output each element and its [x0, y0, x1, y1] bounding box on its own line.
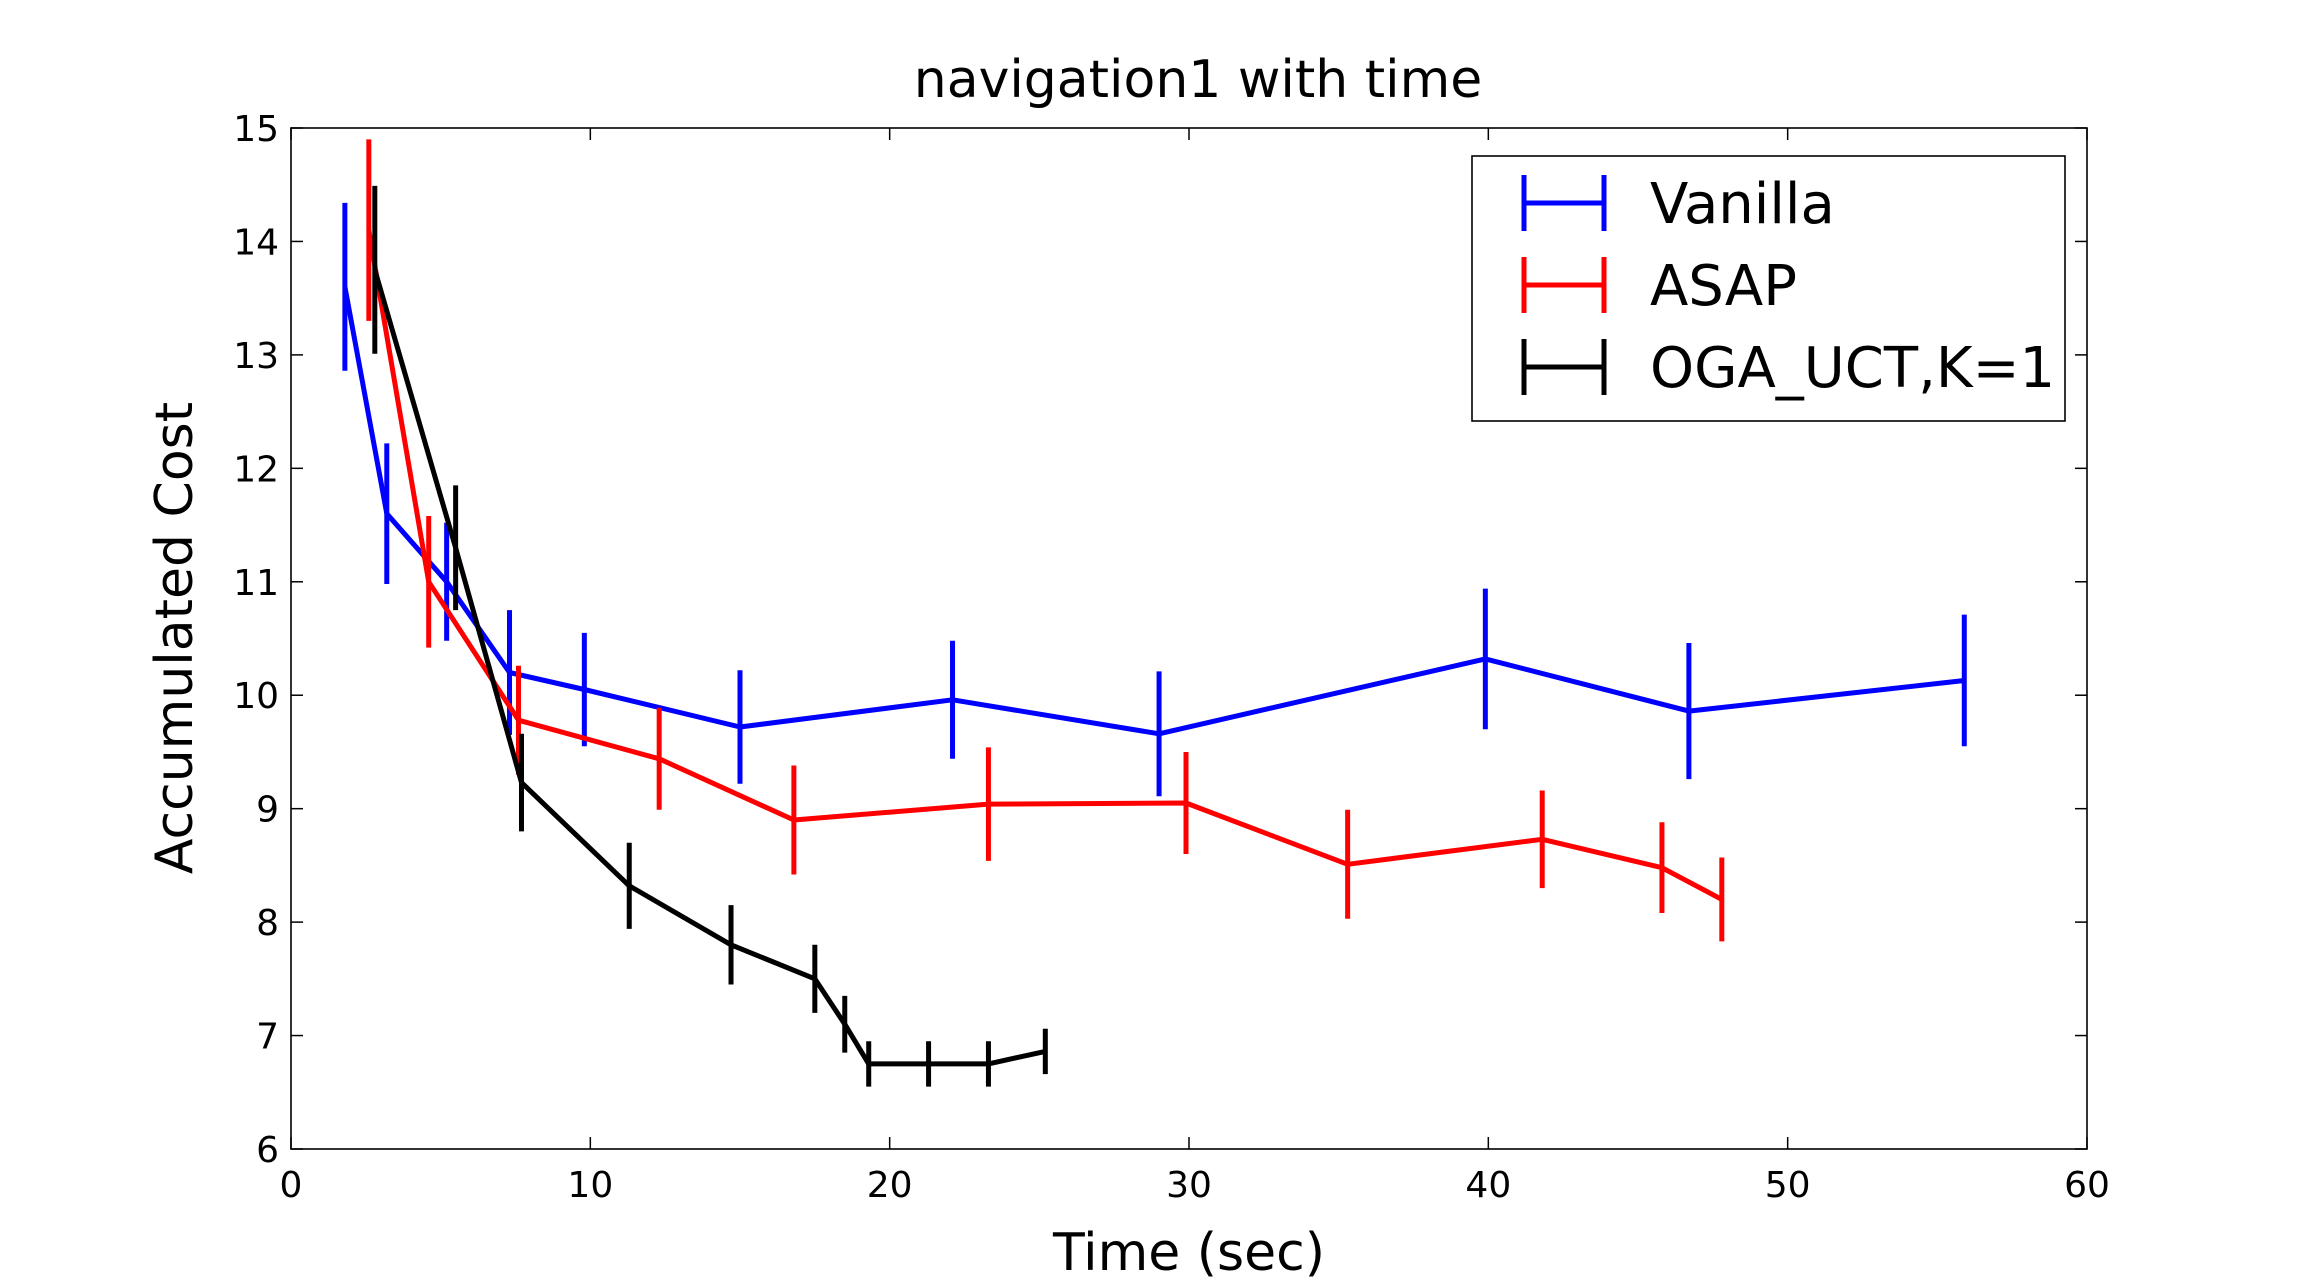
- y-tick-label: 11: [233, 563, 279, 604]
- legend-label: ASAP: [1650, 254, 1797, 319]
- x-tick-label: 0: [280, 1165, 303, 1206]
- chart-title: navigation1 with time: [914, 50, 1482, 110]
- legend: Vanilla ASAP OGA_UCT,K=1: [1471, 155, 2066, 422]
- y-tick-label: 6: [256, 1130, 279, 1171]
- x-tick-label: 10: [567, 1165, 613, 1206]
- legend-label: Vanilla: [1650, 172, 1835, 237]
- legend-label: OGA_UCT,K=1: [1650, 336, 2055, 401]
- y-tick-label: 8: [256, 903, 279, 944]
- series-oga-uct-k-1: [372, 185, 1048, 1087]
- y-tick-label: 10: [233, 676, 279, 717]
- y-tick-label: 12: [233, 449, 279, 490]
- y-tick-label: 15: [233, 109, 279, 150]
- y-tick-label: 14: [233, 222, 279, 263]
- legend-item: ASAP: [1521, 254, 1797, 319]
- y-tick-label: 13: [233, 336, 279, 377]
- x-tick-label: 40: [1465, 1165, 1511, 1206]
- legend-box: [1471, 155, 2066, 422]
- x-axis-title: Time (sec): [1052, 1223, 1325, 1277]
- y-axis-title: Accumulated Cost: [145, 402, 205, 874]
- x-tick-label: 20: [867, 1165, 913, 1206]
- y-tick-label: 9: [256, 790, 279, 831]
- x-tick-label: 50: [1765, 1165, 1811, 1206]
- x-tick-label: 60: [2064, 1165, 2110, 1206]
- legend-item: Vanilla: [1521, 172, 1835, 237]
- y-tick-label: 7: [256, 1017, 279, 1058]
- x-tick-label: 30: [1166, 1165, 1212, 1206]
- legend-item: OGA_UCT,K=1: [1521, 336, 2055, 401]
